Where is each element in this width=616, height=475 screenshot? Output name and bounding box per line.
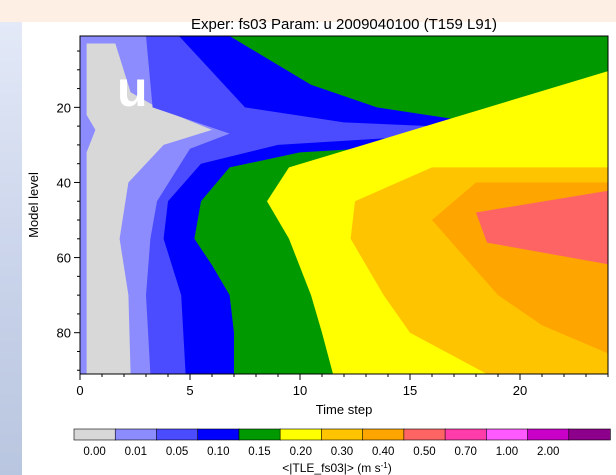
contour-region-0.50 <box>476 190 608 265</box>
colorbar: 0.00 0.01 0.05 0.10 0.15 0.20 0.30 0.40 0.50 0.70… <box>73 428 611 458</box>
colorbar-swatch <box>568 428 611 441</box>
colorbar-swatch <box>403 428 446 441</box>
y-axis-label: Model level <box>26 172 41 238</box>
colorbar-tick-label: 0.00 <box>83 446 105 458</box>
left-decorative-band <box>0 22 22 475</box>
colorbar-tick-label: 2.00 <box>537 446 559 458</box>
x-axis: 0 5 10 15 20 <box>76 374 609 398</box>
y-axis: 20 40 60 80 <box>57 50 80 371</box>
panel-label: u <box>117 61 148 117</box>
colorbar-swatch <box>197 428 240 441</box>
colorbar-swatch <box>486 428 529 441</box>
colorbar-label-superscript: -1 <box>381 461 389 470</box>
contour-chart: Exper: fs03 Param: u 2009040100 (T159 L9… <box>26 16 611 475</box>
colorbar-tick-label: 0.20 <box>290 446 312 458</box>
colorbar-label-suffix: ) <box>388 461 392 475</box>
top-decorative-band <box>0 0 616 22</box>
chart-title: Exper: fs03 Param: u 2009040100 (T159 L9… <box>191 16 497 33</box>
y-tick-label: 80 <box>57 326 71 341</box>
colorbar-swatch <box>114 428 158 441</box>
y-tick-label: 20 <box>57 100 71 115</box>
colorbar-swatch <box>279 428 323 441</box>
x-tick-label: 15 <box>403 383 417 398</box>
y-tick-label: 60 <box>57 251 71 266</box>
colorbar-label-main: <|TLE_fs03|> (m s <box>282 461 380 475</box>
colorbar-swatch <box>444 428 488 441</box>
colorbar-tick-label: 1.00 <box>496 446 518 458</box>
colorbar-tick-label: 0.15 <box>248 446 270 458</box>
contour-layer <box>86 36 608 374</box>
x-tick-label: 0 <box>76 383 83 398</box>
x-tick-label: 20 <box>513 383 527 398</box>
colorbar-swatch <box>156 428 199 441</box>
colorbar-swatch <box>527 428 570 441</box>
colorbar-tick-label: 0.10 <box>207 446 229 458</box>
colorbar-tick-label: 0.05 <box>166 446 188 458</box>
colorbar-tick-label: 0.01 <box>125 446 147 458</box>
colorbar-tick-label: 0.50 <box>413 446 435 458</box>
colorbar-swatch <box>321 428 364 441</box>
colorbar-swatch <box>73 428 116 441</box>
x-tick-label: 10 <box>293 383 307 398</box>
colorbar-swatch <box>362 428 405 441</box>
colorbar-tick-label: 0.30 <box>331 446 353 458</box>
colorbar-label: <|TLE_fs03|> (m s-1) <box>282 461 391 475</box>
x-axis-label: Time step <box>316 402 373 417</box>
colorbar-tick-label: 0.70 <box>455 446 477 458</box>
y-tick-label: 40 <box>57 175 71 190</box>
x-tick-label: 5 <box>186 383 193 398</box>
colorbar-swatch <box>238 428 281 441</box>
colorbar-tick-label: 0.40 <box>372 446 394 458</box>
